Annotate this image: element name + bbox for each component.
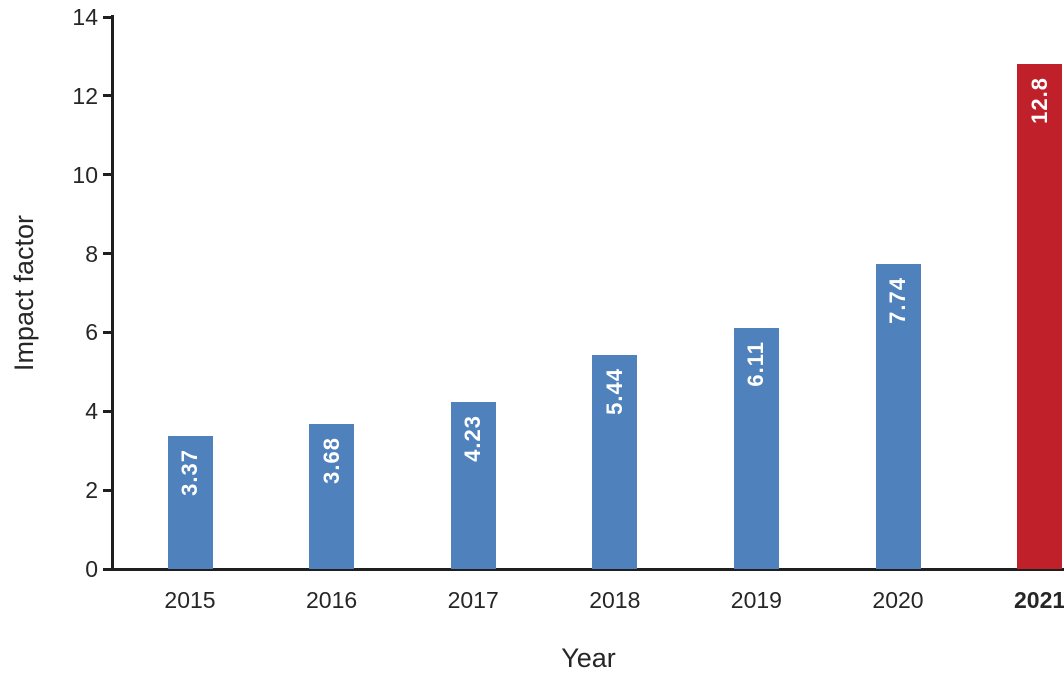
bar-2019: 6.11 xyxy=(733,328,779,569)
y-axis-tick xyxy=(103,409,113,413)
y-tick-label: 12 xyxy=(72,82,98,109)
bar-value-label: 5.44 xyxy=(601,367,627,415)
y-tick-label: 14 xyxy=(72,4,98,30)
x-tick-label-2021: 2021 xyxy=(1014,587,1064,613)
y-tick-label: 4 xyxy=(85,398,98,425)
y-axis-tick xyxy=(103,173,113,177)
x-tick-label-2016: 2016 xyxy=(306,587,358,613)
bar-2020: 7.74 xyxy=(875,263,921,569)
bar-value-label: 3.68 xyxy=(318,436,344,484)
x-axis-title: Year xyxy=(561,643,616,673)
y-axis-line xyxy=(111,15,114,571)
y-axis-tick xyxy=(103,488,113,492)
bar-value-label: 3.37 xyxy=(177,449,202,496)
bar-2018: 5.44 xyxy=(592,354,638,569)
x-tick-label-2017: 2017 xyxy=(447,587,499,613)
y-axis-tick xyxy=(103,330,113,334)
bar-2015: 3.37 xyxy=(167,436,213,569)
x-tick-label-2019: 2019 xyxy=(730,587,782,613)
y-axis-tick xyxy=(103,567,113,571)
y-axis-tick xyxy=(103,94,113,98)
bar-value-label: 12.8 xyxy=(1026,77,1052,125)
bar-value-label: 4.23 xyxy=(460,415,486,463)
x-axis-line xyxy=(103,568,1064,571)
y-axis-tick xyxy=(103,252,113,256)
bar-2021: 12.8 xyxy=(1017,64,1063,569)
bar-2017: 4.23 xyxy=(450,402,496,569)
y-tick-label: 2 xyxy=(85,477,98,504)
x-tick-label-2020: 2020 xyxy=(872,587,924,613)
bar-value-label: 6.11 xyxy=(743,341,769,387)
y-axis-title: Impact factor xyxy=(8,215,39,372)
y-tick-label: 0 xyxy=(85,556,98,582)
bar-2016: 3.68 xyxy=(309,423,355,569)
y-tick-label: 8 xyxy=(85,240,98,267)
x-tick-label-2018: 2018 xyxy=(589,587,641,613)
x-tick-label-2015: 2015 xyxy=(164,587,216,613)
y-axis-tick xyxy=(103,15,113,19)
y-tick-label: 10 xyxy=(72,161,98,188)
y-tick-label: 6 xyxy=(85,319,98,346)
bar-value-label: 7.74 xyxy=(885,276,910,324)
